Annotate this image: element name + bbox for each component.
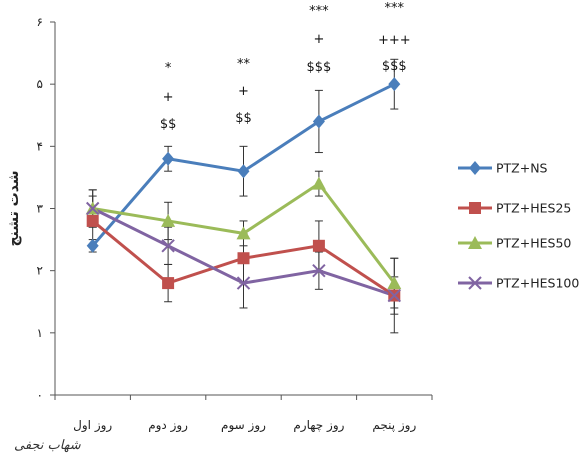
y-tick-label: ۶ xyxy=(37,15,43,29)
marker-ptz-hes100 xyxy=(387,288,402,303)
chart-axes xyxy=(50,21,433,400)
y-tick-label: ۳ xyxy=(37,202,44,216)
x-category-labels: روز اول روز دوم روز سوم روز چهارم روز پنجم xyxy=(73,418,416,433)
marker-stroke xyxy=(312,263,326,278)
marker-ptz-ns xyxy=(388,77,401,92)
series-markers xyxy=(85,77,402,303)
marker-ptz-ns xyxy=(86,238,99,253)
marker-stroke xyxy=(468,276,482,290)
marker-ptz-hes100 xyxy=(236,276,251,290)
signature: شهاب نجفی xyxy=(14,438,81,453)
marker-ptz-hes50 xyxy=(236,226,251,240)
significance-mark: *** xyxy=(309,4,329,19)
marker-ptz-hes25 xyxy=(469,202,481,214)
marker-ptz-hes50 xyxy=(387,276,402,290)
significance-mark: + xyxy=(163,90,174,105)
significance-mark: +++ xyxy=(378,33,411,48)
significance-mark: + xyxy=(238,84,249,99)
y-tick-label: ۰ xyxy=(37,388,43,402)
x-category-label: روز سوم xyxy=(221,418,266,433)
y-axis-label: شدت تشنج xyxy=(6,170,22,246)
legend-item-ptz-hes25: PTZ+HES25 xyxy=(458,201,571,216)
legend-label: PTZ+NS xyxy=(496,161,548,176)
y-tick-label: ۱ xyxy=(37,326,43,340)
y-tick-label: ۲ xyxy=(37,264,43,278)
marker-ptz-ns xyxy=(237,164,250,179)
marker-stroke xyxy=(236,276,251,290)
marker-ptz-hes25 xyxy=(162,277,175,290)
marker-ptz-ns xyxy=(469,161,481,175)
marker-ptz-ns xyxy=(162,151,175,166)
marker-stroke xyxy=(161,239,175,253)
significance-mark: $$ xyxy=(235,111,252,126)
legend-label: PTZ+HES100 xyxy=(496,276,579,291)
y-tick-label: ۵ xyxy=(37,77,43,91)
legend-item-ptz-hes50: PTZ+HES50 xyxy=(458,236,571,251)
marker-ptz-hes100 xyxy=(161,239,175,253)
significance-mark: + xyxy=(313,32,324,47)
marker-ptz-hes50 xyxy=(161,213,176,227)
legend-label: PTZ+HES25 xyxy=(496,201,571,216)
y-tick-label: ۴ xyxy=(37,139,43,153)
marker-ptz-ns xyxy=(312,114,325,129)
significance-mark: $$$ xyxy=(306,60,331,75)
x-category-label: روز اول xyxy=(73,418,112,433)
x-category-label: روز پنجم xyxy=(372,418,416,433)
significance-mark: ** xyxy=(237,57,251,72)
marker-stroke xyxy=(387,288,402,303)
legend-item-ptz-ns: PTZ+NS xyxy=(458,161,548,176)
marker-ptz-hes100 xyxy=(85,201,100,216)
marker-ptz-hes25 xyxy=(312,239,325,252)
legend-item-ptz-hes100: PTZ+HES100 xyxy=(458,276,579,291)
legend-label: PTZ+HES50 xyxy=(496,236,571,251)
significance-mark: * xyxy=(165,61,172,76)
x-category-label: روز دوم xyxy=(148,418,188,433)
legend: PTZ+NS PTZ+HES25 PTZ+HES50 PTZ+HES100 xyxy=(458,161,579,291)
marker-ptz-hes100 xyxy=(468,276,482,290)
marker-ptz-hes50 xyxy=(311,176,326,190)
significance-mark: $$ xyxy=(160,117,177,132)
marker-ptz-hes25 xyxy=(86,214,99,227)
marker-ptz-hes100 xyxy=(312,263,326,278)
marker-stroke xyxy=(85,201,100,216)
significance-mark: *** xyxy=(385,1,405,16)
significance-mark: $$$ xyxy=(382,59,407,74)
marker-ptz-hes50 xyxy=(468,236,482,249)
y-tick-labels: ۰ ۱ ۲ ۳ ۴ ۵ ۶ xyxy=(37,15,44,402)
significance-annotations: * + $$ ** + $$ *** + $$$ *** +++ $$$ xyxy=(160,1,411,132)
marker-ptz-hes25 xyxy=(237,252,250,265)
x-category-label: روز چهارم xyxy=(293,418,344,433)
